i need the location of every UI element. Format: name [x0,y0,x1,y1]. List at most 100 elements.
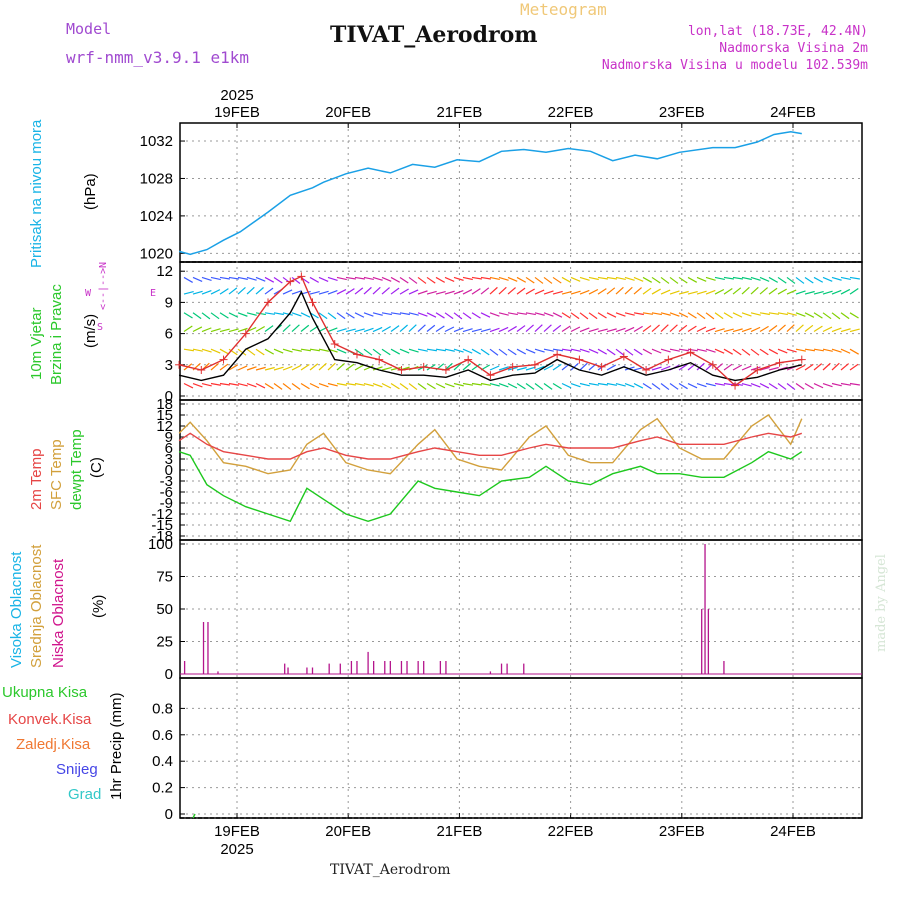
wind-arrow [237,348,247,356]
wind-arrow [678,383,688,390]
wind-arrow [363,327,374,333]
wind-arrow [363,286,372,295]
wind-arrow [480,312,491,318]
wind-arrow [669,383,679,390]
top-day-label: 22FEB [548,104,594,121]
wind-arrow [831,276,842,281]
wind-arrow [228,328,239,333]
top-day-label: 19FEB [214,104,260,121]
wind-arrow [354,328,365,333]
wind-arrow [192,326,203,333]
wind-arrow [813,290,824,295]
coordinates: lon,lat (18.73E, 42.4N) [687,24,868,39]
wind-arrow [606,287,616,295]
wind-arrow [615,286,624,295]
wind-arrow [687,348,698,352]
wind-arrow [579,362,588,371]
wind-arrow [615,312,626,317]
wind-arrow [408,312,419,316]
wind-arrow [318,276,329,282]
y-tick-label: 1028 [140,170,173,187]
wind-arrow [435,312,445,319]
wind-arrow [381,348,391,356]
wind-arrow [705,312,715,320]
wind-arrow [390,366,401,371]
sfc-temp-line [178,414,803,475]
product-title: Meteogram [520,0,607,19]
wind-arrow [588,348,599,354]
y-tick-label: 0.4 [152,753,173,770]
wind-arrow [669,276,679,284]
wind-arrow [651,348,662,354]
wind-arrow [759,382,770,389]
wind-arrow [435,291,446,295]
wind-arrow [813,276,824,283]
wind-arrow [561,348,572,352]
wind-arrow [390,287,400,295]
wind-arrow [660,383,670,391]
wind-arrow [687,382,698,389]
wind-arrow [795,348,806,352]
wind-arrow [525,348,536,354]
wind-arrow [804,312,815,318]
wind-arrow [282,324,291,332]
wind-arrow [831,362,840,371]
wind-arrow [237,312,248,317]
wind-arrow [840,312,850,320]
wind-arrow [264,325,274,333]
wind-arrow [372,366,383,371]
compass-s: S [97,322,104,333]
wind-arrow [291,348,302,352]
elevation: Nadmorska Visina 2m [719,41,868,56]
model-label: Model [66,20,112,38]
wind-arrow [381,312,392,316]
wind-arrow [552,324,562,332]
wind-arrow [777,383,787,390]
wind-arrow [318,348,329,352]
wind-arrow [543,312,554,317]
wind-arrow [516,366,527,371]
y-tick-label: 0 [165,806,173,823]
y-tick-label: 0 [165,388,173,405]
wind-arrow [642,325,652,333]
wind-arrow [498,382,509,388]
wind-arrow [300,324,310,332]
wind-arrow [489,286,498,295]
wind-arrow [741,382,752,387]
wind-arrow [381,325,391,333]
wind-arrow [579,289,590,295]
wind-arrow [570,312,580,320]
tick-labels: 19FEB 19FEB 20FEB 20FEB 21FEB 21FEB 22FEB 22FEB… [140,87,816,858]
wind-arrow [183,291,194,295]
wind-arrow [543,364,554,371]
wind-arrow [210,289,221,295]
y-tick-label: -3 [160,473,173,490]
top-day-label: 20FEB [325,104,371,121]
wind-arrow [525,288,535,295]
wind-arrow [273,312,284,316]
wind-arrow [651,312,662,316]
wind-arrow [507,287,516,295]
wind-arrow [678,363,688,371]
wind-arrow [219,312,229,319]
wind-arrow [336,382,347,386]
wind-arrow [750,382,761,388]
wind-arrow [633,312,644,316]
wind-arrow [777,348,788,354]
wind-arrow [579,276,590,281]
wind-arrows [183,276,860,391]
data-series [175,130,862,819]
wind-arrow [399,324,408,332]
wind-arrow [219,363,229,371]
wind-arrow [228,364,238,371]
wind-arrow [354,276,365,280]
wind-arrow [651,366,662,371]
wind-arrow [210,328,221,333]
wind-arrow [723,288,733,295]
wind-arrow [840,276,851,281]
wind-arrow [336,348,347,354]
wind-arrow [588,312,598,320]
wind-arrow [759,348,769,356]
wind-arrow [210,382,221,386]
